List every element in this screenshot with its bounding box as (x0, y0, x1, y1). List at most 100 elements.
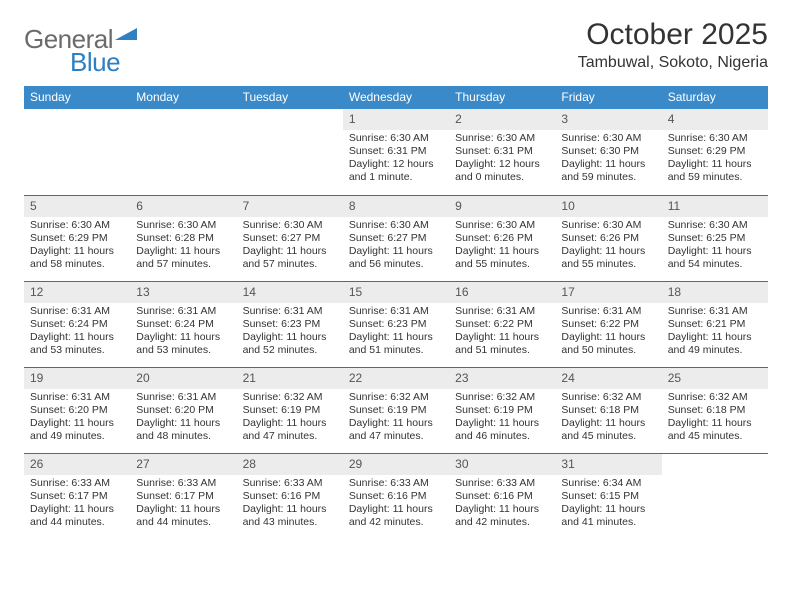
day-details: Sunrise: 6:31 AMSunset: 6:20 PMDaylight:… (130, 389, 236, 450)
day-details: Sunrise: 6:32 AMSunset: 6:19 PMDaylight:… (343, 389, 449, 450)
day-number: 27 (130, 454, 236, 475)
day-number: 11 (662, 196, 768, 217)
calendar-cell: 14Sunrise: 6:31 AMSunset: 6:23 PMDayligh… (237, 281, 343, 367)
calendar-cell (130, 109, 236, 195)
calendar-cell: 19Sunrise: 6:31 AMSunset: 6:20 PMDayligh… (24, 367, 130, 453)
calendar-cell: 31Sunrise: 6:34 AMSunset: 6:15 PMDayligh… (555, 453, 661, 539)
day-details: Sunrise: 6:31 AMSunset: 6:21 PMDaylight:… (662, 303, 768, 364)
logo-text-blue: Blue (70, 47, 120, 78)
calendar-cell: 12Sunrise: 6:31 AMSunset: 6:24 PMDayligh… (24, 281, 130, 367)
calendar-cell: 18Sunrise: 6:31 AMSunset: 6:21 PMDayligh… (662, 281, 768, 367)
calendar-cell: 20Sunrise: 6:31 AMSunset: 6:20 PMDayligh… (130, 367, 236, 453)
calendar-cell: 25Sunrise: 6:32 AMSunset: 6:18 PMDayligh… (662, 367, 768, 453)
day-details: Sunrise: 6:30 AMSunset: 6:25 PMDaylight:… (662, 217, 768, 278)
calendar-cell: 16Sunrise: 6:31 AMSunset: 6:22 PMDayligh… (449, 281, 555, 367)
day-number: 9 (449, 196, 555, 217)
day-details: Sunrise: 6:31 AMSunset: 6:23 PMDaylight:… (343, 303, 449, 364)
day-number: 14 (237, 282, 343, 303)
day-details: Sunrise: 6:31 AMSunset: 6:20 PMDaylight:… (24, 389, 130, 450)
calendar-header-row: SundayMondayTuesdayWednesdayThursdayFrid… (24, 86, 768, 109)
day-number: 1 (343, 109, 449, 130)
day-number: 8 (343, 196, 449, 217)
day-details: Sunrise: 6:33 AMSunset: 6:17 PMDaylight:… (24, 475, 130, 536)
day-header: Tuesday (237, 86, 343, 109)
calendar-cell (24, 109, 130, 195)
title-block: October 2025 Tambuwal, Sokoto, Nigeria (578, 18, 768, 72)
day-details: Sunrise: 6:30 AMSunset: 6:27 PMDaylight:… (237, 217, 343, 278)
day-details: Sunrise: 6:30 AMSunset: 6:27 PMDaylight:… (343, 217, 449, 278)
calendar-cell: 7Sunrise: 6:30 AMSunset: 6:27 PMDaylight… (237, 195, 343, 281)
calendar-cell: 9Sunrise: 6:30 AMSunset: 6:26 PMDaylight… (449, 195, 555, 281)
calendar-cell: 13Sunrise: 6:31 AMSunset: 6:24 PMDayligh… (130, 281, 236, 367)
day-number: 19 (24, 368, 130, 389)
day-details: Sunrise: 6:32 AMSunset: 6:19 PMDaylight:… (449, 389, 555, 450)
calendar-cell: 1Sunrise: 6:30 AMSunset: 6:31 PMDaylight… (343, 109, 449, 195)
day-number: 22 (343, 368, 449, 389)
day-header: Saturday (662, 86, 768, 109)
day-number: 23 (449, 368, 555, 389)
day-number: 29 (343, 454, 449, 475)
day-number: 30 (449, 454, 555, 475)
day-details: Sunrise: 6:30 AMSunset: 6:28 PMDaylight:… (130, 217, 236, 278)
day-number: 28 (237, 454, 343, 475)
day-number: 26 (24, 454, 130, 475)
day-details: Sunrise: 6:33 AMSunset: 6:16 PMDaylight:… (449, 475, 555, 536)
calendar-cell: 21Sunrise: 6:32 AMSunset: 6:19 PMDayligh… (237, 367, 343, 453)
calendar-cell: 11Sunrise: 6:30 AMSunset: 6:25 PMDayligh… (662, 195, 768, 281)
day-details: Sunrise: 6:31 AMSunset: 6:24 PMDaylight:… (130, 303, 236, 364)
calendar-cell: 17Sunrise: 6:31 AMSunset: 6:22 PMDayligh… (555, 281, 661, 367)
day-details: Sunrise: 6:32 AMSunset: 6:18 PMDaylight:… (555, 389, 661, 450)
calendar-cell: 28Sunrise: 6:33 AMSunset: 6:16 PMDayligh… (237, 453, 343, 539)
day-number: 20 (130, 368, 236, 389)
calendar-cell: 6Sunrise: 6:30 AMSunset: 6:28 PMDaylight… (130, 195, 236, 281)
day-details: Sunrise: 6:30 AMSunset: 6:29 PMDaylight:… (24, 217, 130, 278)
calendar-cell: 10Sunrise: 6:30 AMSunset: 6:26 PMDayligh… (555, 195, 661, 281)
day-header: Friday (555, 86, 661, 109)
calendar-cell: 3Sunrise: 6:30 AMSunset: 6:30 PMDaylight… (555, 109, 661, 195)
calendar-cell: 24Sunrise: 6:32 AMSunset: 6:18 PMDayligh… (555, 367, 661, 453)
day-details: Sunrise: 6:33 AMSunset: 6:16 PMDaylight:… (237, 475, 343, 536)
header: GeneralBlue October 2025 Tambuwal, Sokot… (24, 18, 768, 78)
day-number: 6 (130, 196, 236, 217)
day-number: 24 (555, 368, 661, 389)
day-details: Sunrise: 6:30 AMSunset: 6:31 PMDaylight:… (449, 130, 555, 191)
day-header: Sunday (24, 86, 130, 109)
calendar-cell: 4Sunrise: 6:30 AMSunset: 6:29 PMDaylight… (662, 109, 768, 195)
calendar-cell (662, 453, 768, 539)
day-number: 31 (555, 454, 661, 475)
location: Tambuwal, Sokoto, Nigeria (578, 54, 768, 72)
calendar-body: 1Sunrise: 6:30 AMSunset: 6:31 PMDaylight… (24, 109, 768, 539)
day-header: Wednesday (343, 86, 449, 109)
calendar-cell: 23Sunrise: 6:32 AMSunset: 6:19 PMDayligh… (449, 367, 555, 453)
day-details: Sunrise: 6:30 AMSunset: 6:30 PMDaylight:… (555, 130, 661, 191)
day-details: Sunrise: 6:31 AMSunset: 6:23 PMDaylight:… (237, 303, 343, 364)
day-number: 16 (449, 282, 555, 303)
day-number: 5 (24, 196, 130, 217)
day-header: Monday (130, 86, 236, 109)
calendar-cell: 8Sunrise: 6:30 AMSunset: 6:27 PMDaylight… (343, 195, 449, 281)
calendar-cell: 27Sunrise: 6:33 AMSunset: 6:17 PMDayligh… (130, 453, 236, 539)
calendar-cell: 30Sunrise: 6:33 AMSunset: 6:16 PMDayligh… (449, 453, 555, 539)
day-number: 12 (24, 282, 130, 303)
day-details: Sunrise: 6:30 AMSunset: 6:26 PMDaylight:… (449, 217, 555, 278)
calendar-cell: 2Sunrise: 6:30 AMSunset: 6:31 PMDaylight… (449, 109, 555, 195)
day-details: Sunrise: 6:33 AMSunset: 6:17 PMDaylight:… (130, 475, 236, 536)
logo: GeneralBlue (24, 24, 137, 78)
day-number: 7 (237, 196, 343, 217)
day-number: 2 (449, 109, 555, 130)
calendar-cell: 15Sunrise: 6:31 AMSunset: 6:23 PMDayligh… (343, 281, 449, 367)
day-number: 13 (130, 282, 236, 303)
day-number: 10 (555, 196, 661, 217)
day-number: 21 (237, 368, 343, 389)
day-details: Sunrise: 6:31 AMSunset: 6:24 PMDaylight:… (24, 303, 130, 364)
day-details: Sunrise: 6:31 AMSunset: 6:22 PMDaylight:… (555, 303, 661, 364)
day-number: 25 (662, 368, 768, 389)
day-details: Sunrise: 6:34 AMSunset: 6:15 PMDaylight:… (555, 475, 661, 536)
day-details: Sunrise: 6:32 AMSunset: 6:18 PMDaylight:… (662, 389, 768, 450)
day-details: Sunrise: 6:30 AMSunset: 6:31 PMDaylight:… (343, 130, 449, 191)
day-details: Sunrise: 6:30 AMSunset: 6:26 PMDaylight:… (555, 217, 661, 278)
calendar-cell: 22Sunrise: 6:32 AMSunset: 6:19 PMDayligh… (343, 367, 449, 453)
day-header: Thursday (449, 86, 555, 109)
logo-triangle-icon (115, 26, 137, 45)
month-title: October 2025 (578, 18, 768, 52)
